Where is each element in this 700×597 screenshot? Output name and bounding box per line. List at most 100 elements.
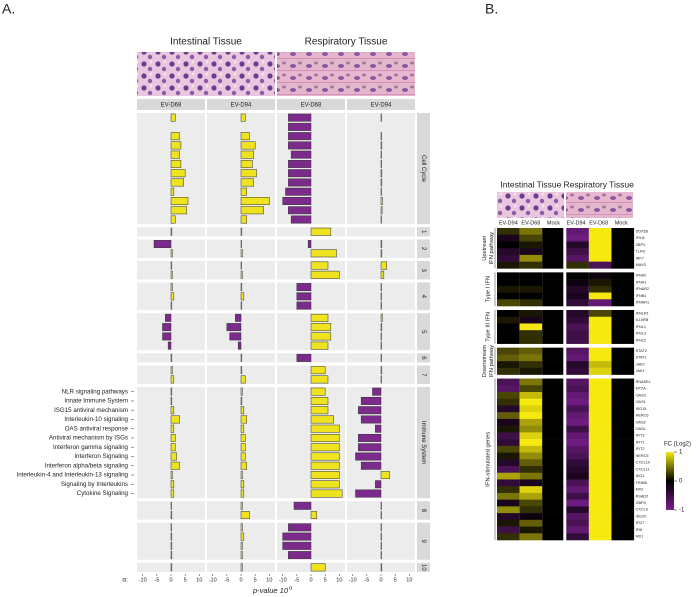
row-label: MX1 xyxy=(636,535,644,539)
bar xyxy=(360,461,382,470)
facet-panel xyxy=(277,387,345,499)
heat-cell xyxy=(497,330,520,338)
column-label: Mock xyxy=(547,220,560,226)
heat-cell xyxy=(611,432,635,440)
heat-cell xyxy=(542,492,564,500)
bar xyxy=(380,353,382,362)
heat-cell xyxy=(588,316,612,324)
heat-cell xyxy=(497,254,520,262)
row-label: JAK2 xyxy=(636,362,645,366)
facet-header xyxy=(207,99,275,110)
strip-label: 10 xyxy=(420,564,426,571)
heat-cell xyxy=(588,347,612,355)
heat-cell xyxy=(519,492,543,500)
heat-cell xyxy=(519,310,543,318)
bar xyxy=(240,292,245,301)
heat-cell xyxy=(519,472,543,480)
bar xyxy=(296,283,312,292)
bar xyxy=(288,113,312,122)
row-label: CXCL10 xyxy=(636,461,650,465)
strip-label: 4 xyxy=(420,295,426,299)
bar xyxy=(296,292,312,301)
strip-label: 8 xyxy=(420,509,426,513)
heat-cell xyxy=(497,432,520,440)
bar xyxy=(170,551,173,560)
heat-cell xyxy=(588,506,612,514)
bar xyxy=(170,541,173,550)
heat-cell xyxy=(497,299,520,307)
category-label: NLR signaling pathways xyxy=(62,388,128,395)
heat-cell xyxy=(519,506,543,514)
heat-cell xyxy=(611,506,635,514)
bar xyxy=(288,551,312,560)
facet-panel xyxy=(137,365,205,385)
row-label: IFNAR1 xyxy=(636,301,650,305)
bar xyxy=(240,178,254,187)
x-tick-label: 0 xyxy=(169,577,172,583)
heat-cell xyxy=(611,499,635,507)
bar xyxy=(240,563,243,572)
strip xyxy=(417,387,430,499)
colorbar-tick-label: 1 xyxy=(679,450,683,456)
heat-cell xyxy=(611,316,635,324)
heat-cell xyxy=(519,513,543,521)
bar xyxy=(310,452,340,461)
x-tick-label: -5 xyxy=(154,577,159,583)
bar xyxy=(310,471,340,479)
bar xyxy=(229,332,242,341)
heat-cell xyxy=(497,519,520,527)
bar xyxy=(380,113,382,122)
bar xyxy=(310,563,326,572)
heat-cell xyxy=(588,439,612,447)
heat-cell xyxy=(611,361,635,369)
column-label: EV-D94 xyxy=(567,220,586,226)
heat-cell xyxy=(566,466,589,474)
heat-cell xyxy=(588,228,612,236)
bar xyxy=(310,249,337,258)
row-label: HERC5 xyxy=(636,454,649,458)
heat-cell xyxy=(542,418,564,426)
heat-cell xyxy=(497,378,520,386)
heat-cell xyxy=(611,392,635,400)
heat-cell xyxy=(542,323,564,331)
bar xyxy=(170,461,180,470)
bar xyxy=(380,197,383,205)
heat-cell xyxy=(611,425,635,433)
bar xyxy=(240,424,245,433)
heat-cell xyxy=(542,486,564,494)
bar xyxy=(380,313,383,322)
bar xyxy=(170,452,177,461)
heat-cell xyxy=(542,445,564,453)
bar xyxy=(170,178,184,187)
bar xyxy=(296,301,312,310)
heat-cell xyxy=(588,513,612,521)
bar xyxy=(240,283,243,292)
bar xyxy=(380,375,382,384)
category-label: Interferon Signaling xyxy=(74,453,128,460)
heat-cell xyxy=(611,472,635,480)
category-label: Interferon alpha/beta signaling xyxy=(45,462,129,469)
heat-cell xyxy=(519,479,543,487)
bar xyxy=(240,215,247,224)
heat-cell xyxy=(542,310,564,318)
heat-cell xyxy=(588,519,612,527)
bar xyxy=(310,227,332,236)
heat-cell xyxy=(519,241,543,249)
heat-cell xyxy=(566,445,589,453)
bar xyxy=(310,489,343,498)
bar xyxy=(310,375,329,384)
bar xyxy=(170,270,173,279)
bar xyxy=(310,480,340,489)
heat-cell xyxy=(588,285,612,293)
strip-label: 2 xyxy=(420,247,426,251)
strip xyxy=(417,227,430,237)
heat-cell xyxy=(588,299,612,307)
bar xyxy=(240,523,243,532)
heat-cell xyxy=(588,310,612,318)
heat-cell xyxy=(611,241,635,249)
heat-cell xyxy=(497,323,520,331)
bar xyxy=(358,434,382,442)
bar xyxy=(240,169,257,178)
heat-cell xyxy=(497,347,520,355)
row-label: RNASEL xyxy=(636,380,651,384)
